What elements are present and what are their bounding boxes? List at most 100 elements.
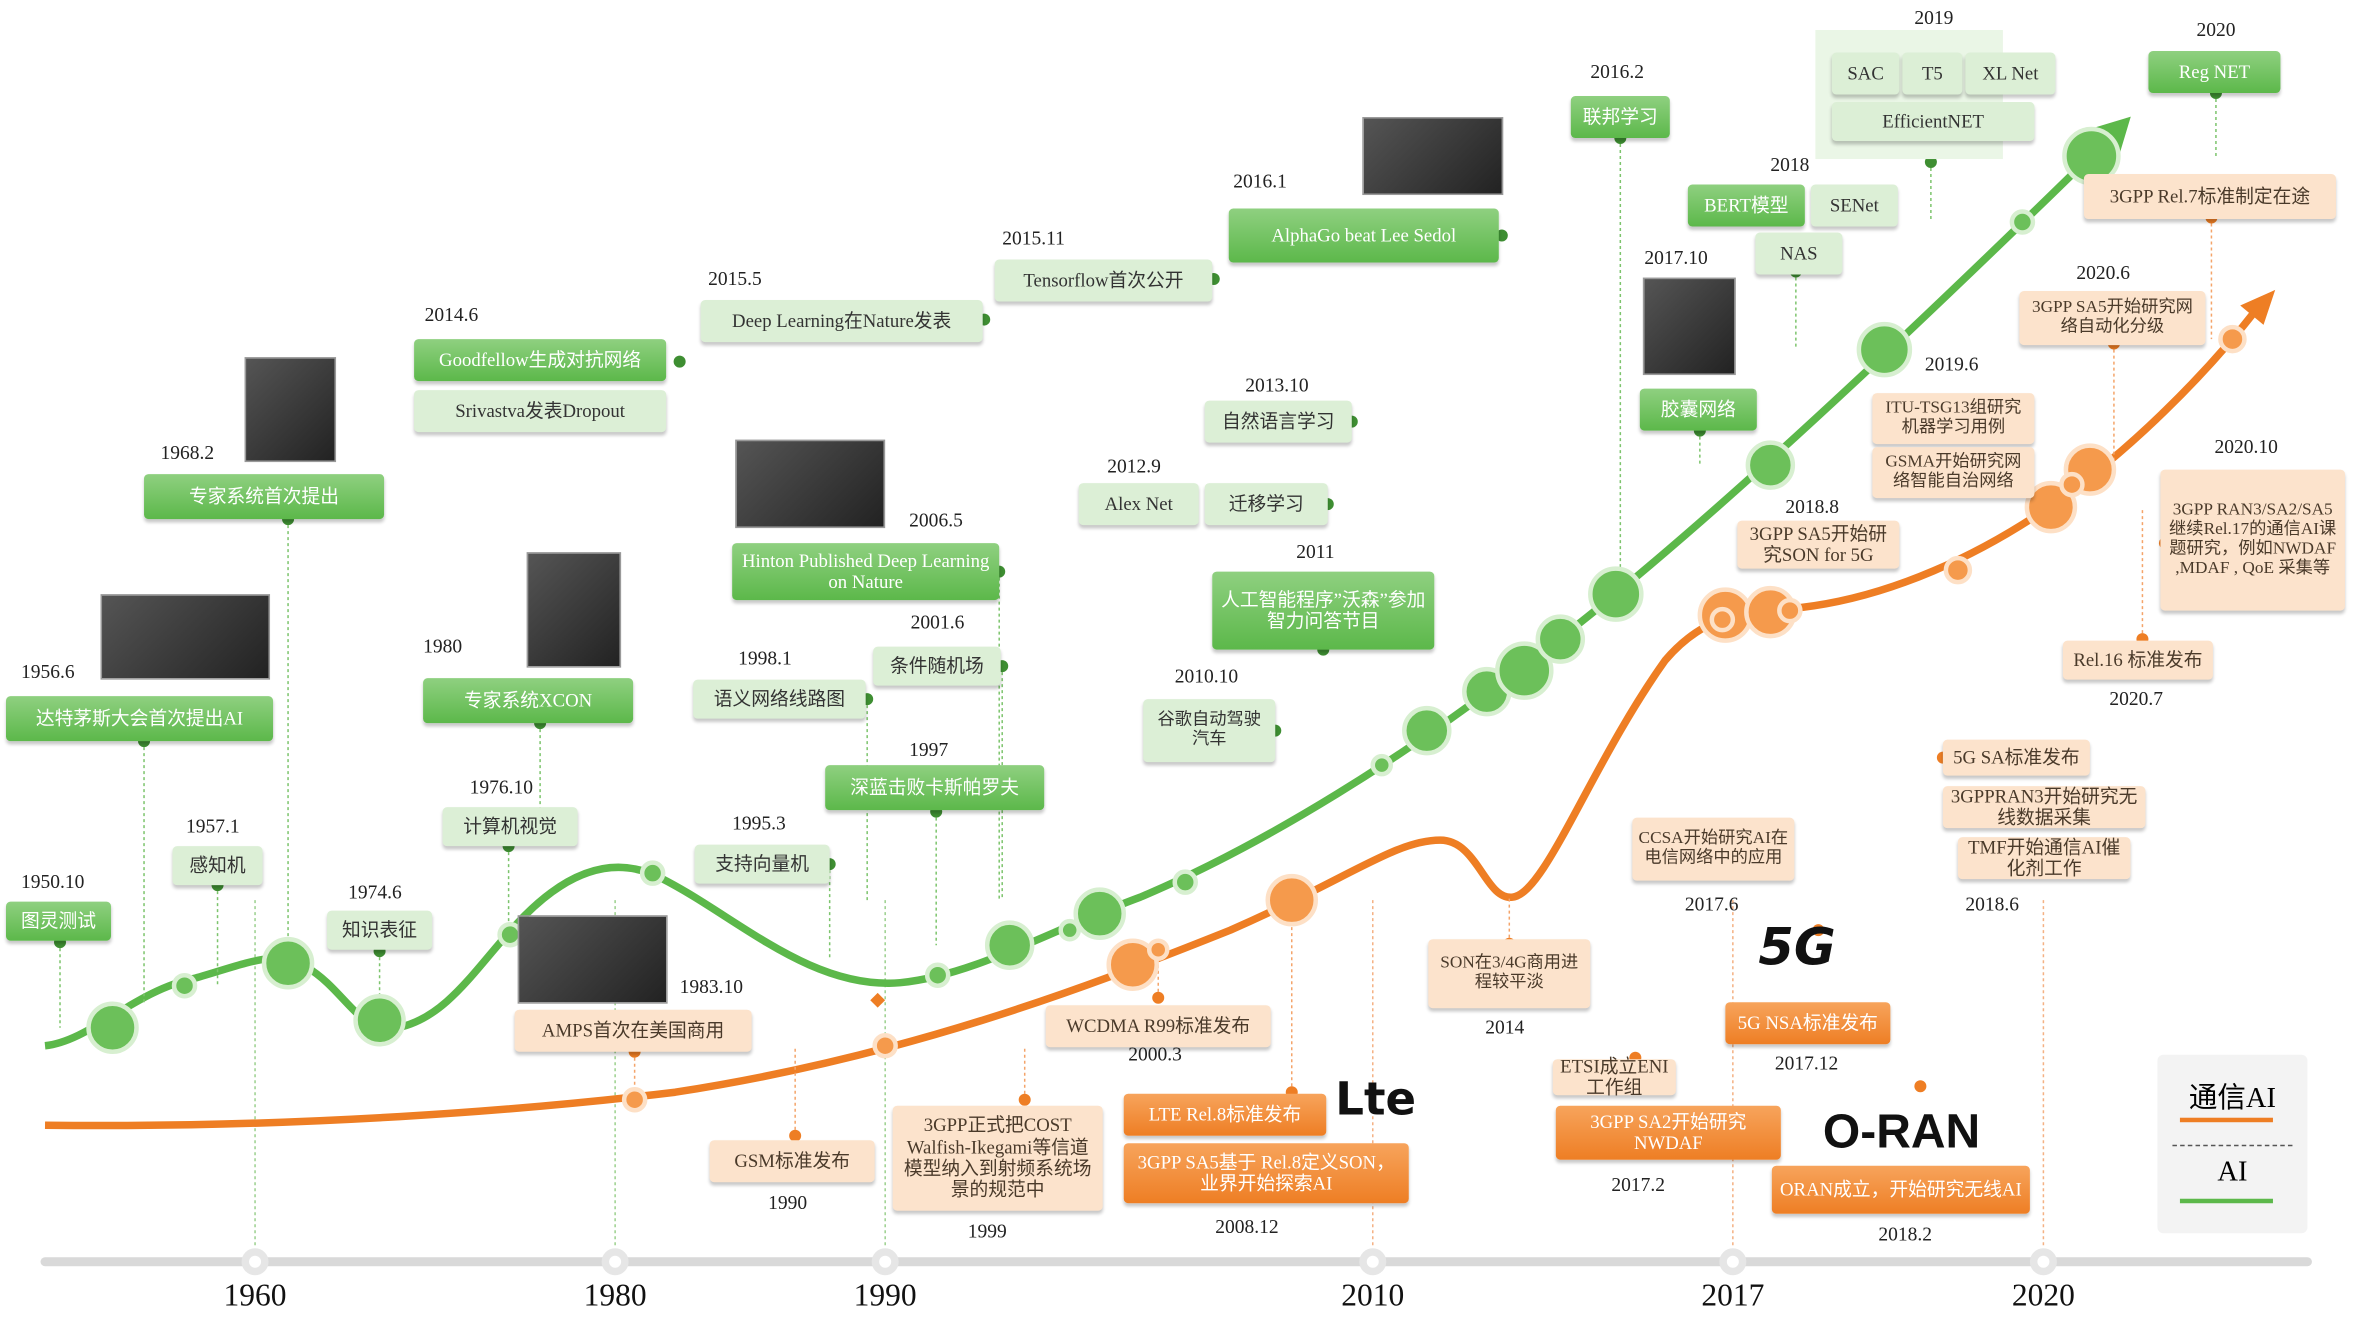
comm-node [1106,938,1159,991]
ai-event-box: SAC [1831,52,1900,95]
ai-node [1058,918,1081,942]
axis-label: 1980 [583,1276,647,1313]
comm-event-box: ETSI成立ENI工作组 [1552,1056,1676,1098]
event-date: 2019 [1914,6,1954,29]
event-date: 1974.6 [348,880,402,904]
event-dot [673,355,686,368]
ai-event-box: 谷歌自动驾驶汽车 [1143,699,1276,763]
ai-event-box: 达特茅斯大会首次提出AI [6,696,274,742]
comm-event-box: 3GPP SA2开始研究NWDAF [1555,1105,1781,1160]
ai-event-box: 图灵测试 [6,901,112,941]
legend-comm-label: 通信AI [2188,1083,2277,1115]
comm-event-box: 3GPP SA5基于 Rel.8定义SON，业界开始探索AI [1123,1143,1409,1204]
ai-event-box: SENet [1810,184,1898,227]
event-date: 2020.10 [2214,435,2278,458]
photo [517,915,668,1004]
ai-node [1370,753,1394,777]
event-date: 2020.7 [2109,687,2164,710]
legend-comm-swatch [2179,1117,2273,1123]
ai-event-box: AlphaGo beat Lee Sedol [1228,208,1499,263]
comm-event-box: 3GPP SA5开始研究SON for 5G [1737,520,1900,569]
event-date: 2000.3 [1128,1042,1182,1066]
event-date: 2020.6 [2076,261,2131,284]
comm-event-box: Rel.16 标准发布 [2062,640,2213,680]
ai-event-box: 自然语言学习 [1204,400,1352,443]
ai-node [639,860,666,886]
ai-event-box: 专家系统首次提出 [144,474,385,520]
ai-node [261,936,315,990]
axis-tick-center [879,1255,892,1268]
comm-event-box: ORAN成立，开始研究无线AI [1771,1165,2030,1214]
ai-event-box: 专家系统XCON [423,678,634,724]
ai-event-box: XL Net [1965,52,2056,95]
ai-event-box: EfficientNET [1831,102,2035,142]
axis-label: 2010 [1341,1276,1405,1313]
event-date: 1998.1 [738,646,792,670]
ai-node [1745,440,1796,490]
ai-node [1856,321,1913,378]
axis-label: 1990 [853,1276,917,1313]
comm-event-box: 5G SA标准发布 [1942,739,2090,776]
event-date: 1980 [423,634,463,658]
ai-event-box: Goodfellow生成对抗网络 [414,339,667,382]
event-date: 2006.5 [909,508,963,532]
ai-node [1172,869,1198,895]
axis-label: 1960 [223,1276,287,1313]
event-date: 1950.10 [21,870,85,893]
comm-event-box: 3GPPRAN3开始研究无线数据采集 [1942,786,2146,829]
ai-event-box: 迁移学习 [1204,483,1328,526]
comm-node [1146,938,1170,961]
axis-label: 2017 [1701,1276,1765,1313]
legend-divider [2172,1144,2293,1147]
comm-event-box: 5G NSA标准发布 [1725,1002,1891,1045]
comm-node [2059,471,2085,498]
comm-arrowhead [2240,289,2276,325]
ai-event-box: Srivastva发表Dropout [414,390,667,433]
event-date: 2017.6 [1684,892,1739,916]
comm-event-box: AMPS首次在美国商用 [514,1009,752,1052]
event-date: 2020 [2196,18,2236,41]
event-dot [1914,1080,1927,1093]
ai-event-box: 深蓝击败卡斯帕罗夫 [825,765,1045,811]
event-date: 2018.8 [1785,495,1839,518]
ai-event-box: 人工智能程序”沃森”参加智力问答节目 [1212,571,1435,650]
diamond-marker [870,992,886,1008]
event-date: 1997 [909,738,949,761]
event-date: 2018 [1770,153,1810,176]
comm-event-box: 3GPP Rel.7标准制定在途 [2083,174,2336,220]
ai-event-box: T5 [1902,52,1963,95]
comm-event-box: LTE Rel.8标准发布 [1123,1093,1327,1136]
ai-event-box: Reg NET [2148,51,2281,94]
photo [244,357,337,463]
ai-event-box: 条件随机场 [873,646,1001,686]
ai-event-box: 感知机 [172,846,263,886]
axis-tick-center [2037,1255,2050,1268]
ai-event-box: NAS [1755,232,1843,275]
ai-event-box: 胶囊网络 [1639,388,1757,431]
photo [526,552,622,668]
ai-node [1588,566,1644,622]
event-dot [789,1129,802,1142]
ai-event-box: Alex Net [1078,483,1199,526]
comm-event-box: GSM标准发布 [709,1140,875,1183]
event-date: 2013.10 [1245,373,1309,397]
photo [1642,277,1736,376]
comm-event-box: CCSA开始研究AI在电信网络中的应用 [1632,817,1795,881]
event-date: 1995.3 [732,811,786,835]
comm-event-box: GSMA开始研究网络智能自治网络 [1872,447,2035,499]
comm-event-box: 3GPP正式把COST Walfish-Ikegami等信道模型纳入到射频系统场… [892,1105,1103,1211]
ai-node [86,1001,139,1054]
event-date: 2018.6 [1965,892,2020,916]
event-date: 2008.12 [1215,1215,1279,1238]
event-date: 1968.2 [160,441,215,464]
comm-node [1943,555,1973,585]
comm-node [872,1032,898,1059]
axis-tick-center [1366,1255,1379,1268]
event-dot [1812,924,1825,937]
comm-node [2024,480,2078,534]
event-date: 2010.10 [1174,664,1239,688]
comm-node [2218,324,2247,354]
ai-node [1402,705,1452,756]
axis-tick-center [249,1255,262,1268]
